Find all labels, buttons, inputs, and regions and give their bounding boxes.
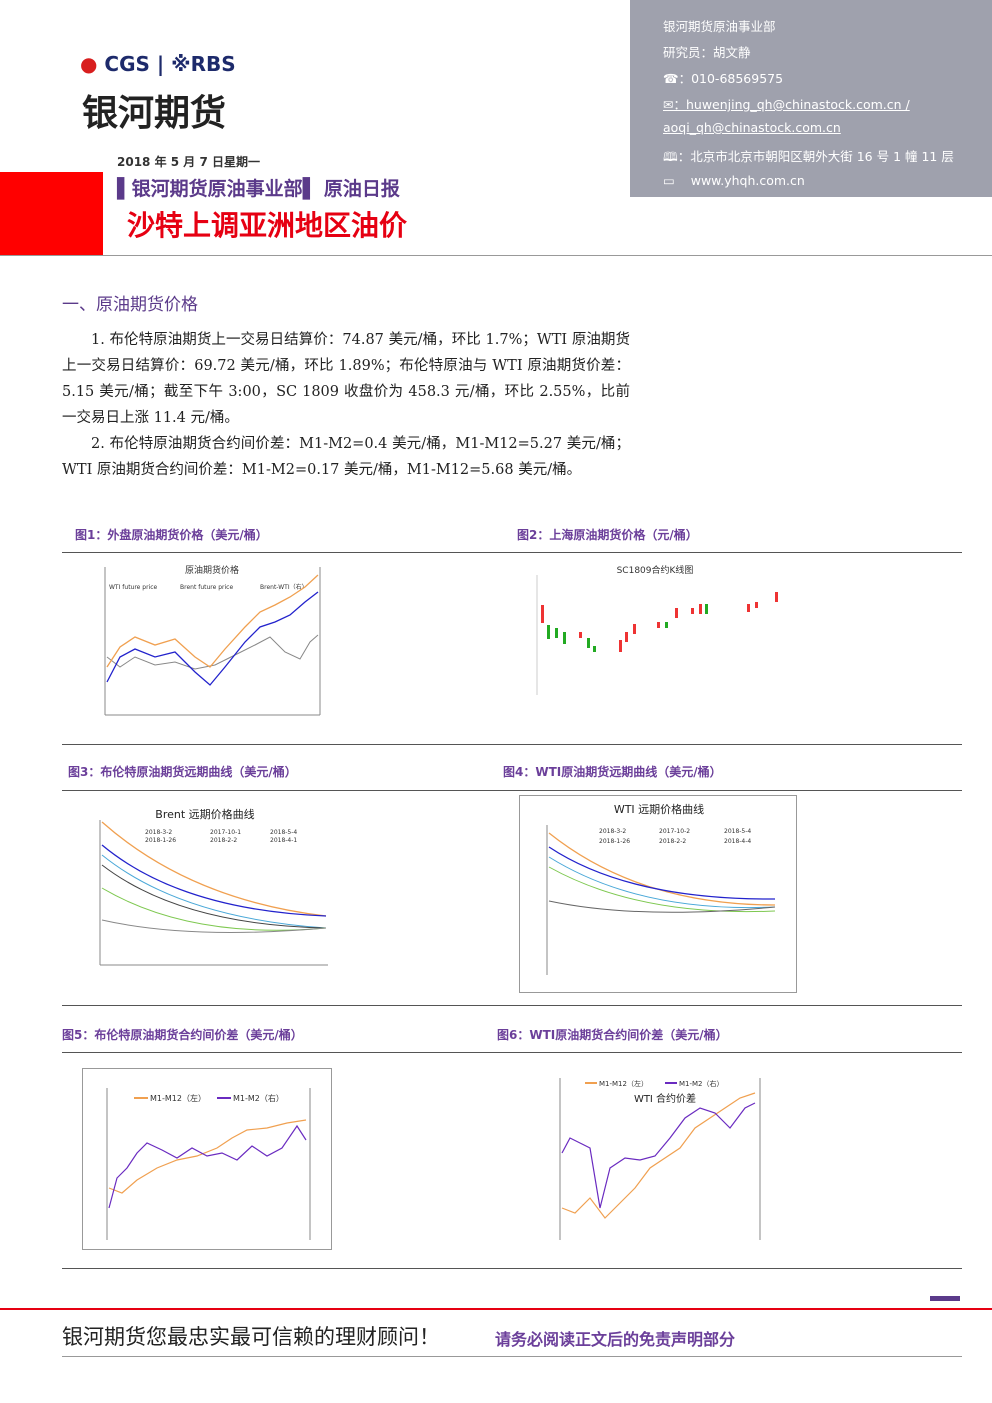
red-block xyxy=(0,172,103,255)
contact-email: ✉：huwenjing_qh@chinastock.com.cn / xyxy=(663,97,910,112)
rule xyxy=(62,744,962,745)
legend: 2017-10-1 xyxy=(210,829,241,836)
decor-line xyxy=(548,856,776,909)
legend: 2018-2-2 xyxy=(210,837,237,844)
figure-3: Brent 远期价格曲线 2018-3-2 2017-10-1 2018-5-4… xyxy=(99,807,328,966)
rule xyxy=(62,1005,962,1006)
figure-6: WTI 合约价差 M1-M12（左） M1-M2（右） xyxy=(559,1078,761,1240)
legend: 2018-5-4 xyxy=(270,829,297,836)
decor-line xyxy=(561,1092,756,1219)
decor-line xyxy=(548,846,776,900)
legend: 2018-3-2 xyxy=(599,828,626,835)
legend: 2018-1-26 xyxy=(599,838,630,845)
contact-dept: 银河期货原油事业部 xyxy=(663,19,776,34)
figure-4: WTI 远期价格曲线 2018-3-2 2017-10-2 2018-5-4 2… xyxy=(519,795,797,993)
section-heading: 一、原油期货价格 xyxy=(62,295,198,315)
decor-line xyxy=(561,1102,756,1209)
chart-title: SC1809合约K线图 xyxy=(617,564,694,576)
title: 沙特上调亚洲地区油价 xyxy=(127,209,408,242)
caption: 图4：WTI原油期货远期曲线（美元/桶） xyxy=(503,765,722,779)
legend: 2018-1-26 xyxy=(145,837,176,844)
figure-1: 原油期货价格 WTI future price Brent future pri… xyxy=(104,564,321,716)
decor-candles xyxy=(541,592,778,652)
chart-title: WTI 远期价格曲线 xyxy=(614,802,704,816)
legend: 2018-5-4 xyxy=(724,828,751,835)
decor-line xyxy=(101,919,327,933)
decor-line xyxy=(101,864,327,929)
rule xyxy=(62,552,962,553)
legend: Brent future price xyxy=(180,584,233,591)
paragraph: 1. 布伦特原油期货上一交易日结算价：74.87 美元/桶，环比 1.7%；WT… xyxy=(62,332,630,426)
decor-line xyxy=(106,574,319,668)
contact-box: 银河期货原油事业部 研究员：胡文静 ☎：010-68569575 ✉：huwen… xyxy=(630,0,992,197)
date: 2018 年 5 月 7 日星期一 xyxy=(117,155,260,169)
paragraph: 2. 布伦特原油期货合约间价差：M1-M2=0.4 美元/桶，M1-M12=5.… xyxy=(62,436,630,478)
disclaimer: 请务必阅读正文后的免责声明部分 xyxy=(495,1330,736,1349)
contact-phone: ☎：010-68569575 xyxy=(663,71,784,86)
address: ：北京市北京市朝阳区朝外大街 16 号 1 幢 11 层 xyxy=(677,149,954,164)
legend: WTI future price xyxy=(109,584,158,591)
legend: 2018-4-4 xyxy=(724,838,751,845)
footer-rule xyxy=(0,1308,992,1310)
caption: 图1：外盘原油期货价格（美元/桶） xyxy=(75,528,268,542)
legend: 2017-10-2 xyxy=(659,828,690,835)
dept-line: ▌银河期货原油事业部▌ 原油日报 xyxy=(117,178,400,200)
decor-line xyxy=(548,900,776,913)
chart-title: WTI 合约价差 xyxy=(634,1092,696,1105)
decor-line xyxy=(101,854,327,929)
legend: 2018-3-2 xyxy=(145,829,172,836)
rule xyxy=(62,1268,962,1269)
contact-address: 🕮：北京市北京市朝阳区朝外大街 16 号 1 幢 11 层 xyxy=(663,149,954,164)
logo-partner: RBS xyxy=(190,52,236,76)
contact-web: ▭ www.yhqh.com.cn xyxy=(663,173,805,188)
legend: 2018-2-2 xyxy=(659,838,686,845)
report-type: 原油日报 xyxy=(323,178,400,200)
decor-line xyxy=(548,866,776,913)
legend: M1-M12（左） xyxy=(599,1079,648,1088)
email: ：huwenjing_qh@chinastock.com.cn / xyxy=(673,97,910,112)
rule xyxy=(62,1052,962,1053)
caption: 图3：布伦特原油期货远期曲线（美元/桶） xyxy=(68,765,297,779)
logo-brand: CGS xyxy=(104,52,150,76)
caption: 图6：WTI原油期货合约间价差（美元/桶） xyxy=(497,1028,728,1042)
contact-researcher: 研究员：胡文静 xyxy=(663,45,751,60)
body: 1. 布伦特原油期货上一交易日结算价：74.87 美元/桶，环比 1.7%；WT… xyxy=(62,327,630,483)
figure-5: M1-M12（左） M1-M2（右） xyxy=(82,1068,332,1250)
decor-line xyxy=(101,887,327,931)
chart-title: Brent 远期价格曲线 xyxy=(155,807,254,821)
logo: ● CGS | ※RBS xyxy=(80,52,236,76)
caption: 图5：布伦特原油期货合约间价差（美元/桶） xyxy=(62,1028,303,1042)
decor-line xyxy=(106,591,319,686)
dept: 银河期货原油事业部 xyxy=(131,178,303,200)
decor-line xyxy=(106,634,319,670)
figure-2: SC1809合约K线图 xyxy=(536,564,778,695)
rule xyxy=(62,1356,962,1357)
contact-email-2: aoqi_qh@chinastock.com.cn xyxy=(663,120,841,135)
rule xyxy=(0,255,992,256)
legend: M1-M2（右） xyxy=(233,1093,284,1103)
rule xyxy=(62,790,962,791)
page-marker xyxy=(930,1296,960,1301)
decor-line xyxy=(101,844,327,917)
chart-title: 原油期货价格 xyxy=(185,564,239,576)
decor-line xyxy=(108,1119,307,1194)
legend: Brent-WTI（右） xyxy=(260,583,308,591)
legend: 2018-4-1 xyxy=(270,837,297,844)
decor-line xyxy=(108,1124,307,1209)
caption: 图2：上海原油期货价格（元/桶） xyxy=(517,528,698,542)
legend: M1-M12（左） xyxy=(150,1093,206,1103)
decor-line xyxy=(101,821,327,917)
legend: M1-M2（右） xyxy=(679,1079,724,1088)
phone: ：010-68569575 xyxy=(678,71,784,86)
company: 银河期货 xyxy=(82,93,227,134)
website: www.yhqh.com.cn xyxy=(690,173,805,188)
slogan: 银河期货您最忠实最可信赖的理财顾问！ xyxy=(62,1325,440,1349)
